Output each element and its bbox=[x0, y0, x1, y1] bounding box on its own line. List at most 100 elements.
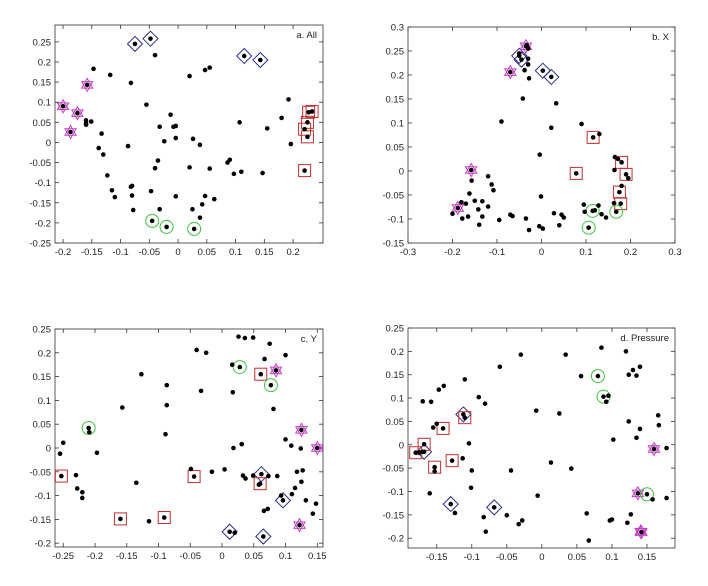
dot-marker bbox=[480, 198, 485, 204]
x-tick-label: -0.15 bbox=[116, 551, 138, 562]
diamond-marker bbox=[236, 47, 253, 65]
dot-marker bbox=[202, 193, 208, 199]
dot-marker bbox=[518, 352, 524, 357]
subplot-title: c. Y bbox=[301, 334, 318, 345]
dot-marker bbox=[618, 201, 624, 206]
circle-marker bbox=[159, 219, 174, 234]
square-marker bbox=[298, 122, 312, 136]
square-marker bbox=[187, 470, 201, 484]
dot-marker bbox=[626, 419, 632, 424]
dot-marker bbox=[525, 56, 531, 61]
dot-marker bbox=[617, 189, 622, 195]
square-marker bbox=[569, 166, 583, 180]
dot-marker bbox=[523, 216, 529, 221]
dot-marker bbox=[230, 390, 236, 395]
square-marker bbox=[586, 130, 600, 144]
x-tick-label: 0.2 bbox=[624, 247, 637, 258]
dot-marker bbox=[595, 373, 601, 379]
dot-marker bbox=[280, 498, 286, 503]
x-tick-label: -0.1 bbox=[489, 247, 505, 258]
square-marker bbox=[300, 115, 314, 129]
y-tick-label: 0.25 bbox=[386, 324, 405, 335]
dot-marker bbox=[582, 209, 587, 215]
dot-marker bbox=[496, 217, 502, 223]
star-marker bbox=[634, 524, 648, 536]
dot-marker bbox=[468, 167, 474, 173]
axes-box bbox=[54, 24, 324, 244]
y-tick-label: 0 bbox=[46, 443, 51, 454]
dot-marker bbox=[168, 112, 173, 117]
dot-marker bbox=[164, 382, 170, 388]
dot-marker bbox=[239, 441, 245, 447]
dot-marker bbox=[133, 480, 139, 486]
dot-marker bbox=[421, 442, 427, 447]
dot-marker bbox=[656, 422, 662, 428]
y-tick-label: -0.1 bbox=[35, 178, 51, 189]
dot-marker bbox=[190, 136, 196, 142]
diamond-marker bbox=[255, 528, 272, 545]
star-marker bbox=[56, 98, 70, 110]
x-tick-label: -0.05 bbox=[138, 247, 160, 258]
dot-marker bbox=[60, 440, 66, 446]
star-marker bbox=[64, 124, 78, 136]
dot-marker bbox=[286, 97, 291, 102]
dot-marker bbox=[432, 464, 437, 470]
x-tick-label: 0.05 bbox=[245, 551, 264, 562]
y-tick-label: -0.2 bbox=[35, 218, 51, 229]
dot-marker bbox=[581, 202, 587, 207]
y-tick-label: 0.15 bbox=[33, 78, 52, 89]
dot-marker bbox=[455, 205, 461, 211]
dot-marker bbox=[601, 394, 606, 399]
dot-marker bbox=[413, 450, 419, 456]
dot-marker bbox=[203, 350, 209, 356]
y-tick-label: -0.15 bbox=[29, 198, 51, 209]
dot-marker bbox=[298, 446, 304, 451]
y-tick-label: 0 bbox=[399, 167, 404, 178]
square-marker bbox=[302, 105, 316, 119]
dot-marker bbox=[309, 109, 315, 114]
x-tick-label: -0.15 bbox=[426, 552, 448, 563]
dot-marker bbox=[173, 123, 179, 129]
dot-marker bbox=[465, 214, 471, 219]
star-marker bbox=[647, 441, 661, 453]
star-marker bbox=[647, 445, 661, 457]
dot-marker bbox=[491, 187, 496, 193]
dot-marker bbox=[302, 168, 307, 173]
dot-marker bbox=[519, 518, 525, 523]
dot-marker bbox=[161, 515, 167, 520]
dot-marker bbox=[105, 173, 110, 178]
dot-marker bbox=[592, 208, 598, 213]
dot-marker bbox=[207, 65, 213, 70]
y-tick-label: 0.1 bbox=[391, 119, 404, 130]
circle-marker bbox=[187, 221, 202, 236]
dot-marker bbox=[548, 460, 554, 465]
dot-marker bbox=[655, 413, 661, 418]
dot-marker bbox=[459, 199, 464, 205]
x-tick-label: -0.05 bbox=[179, 551, 201, 562]
y-tick-label: 0.25 bbox=[386, 47, 405, 58]
y-tick-label: 0.1 bbox=[38, 396, 51, 407]
dot-marker bbox=[258, 371, 264, 377]
dot-marker bbox=[212, 196, 217, 202]
dot-marker bbox=[261, 534, 266, 539]
star-marker bbox=[451, 204, 465, 216]
star-marker bbox=[80, 81, 94, 93]
dot-marker bbox=[274, 473, 280, 479]
dot-marker bbox=[294, 469, 300, 475]
dot-marker bbox=[207, 166, 213, 171]
dot-marker bbox=[57, 451, 63, 457]
dot-marker bbox=[242, 335, 248, 341]
dot-marker bbox=[310, 511, 316, 516]
dot-marker bbox=[202, 67, 208, 73]
diamond-marker bbox=[274, 492, 292, 509]
dot-marker bbox=[526, 227, 532, 233]
star-marker bbox=[70, 105, 84, 117]
dot-marker bbox=[628, 512, 634, 517]
circle-marker bbox=[581, 220, 596, 235]
dot-marker bbox=[462, 415, 468, 420]
dot-marker bbox=[619, 160, 624, 165]
dot-marker bbox=[469, 178, 474, 183]
dot-marker bbox=[173, 135, 179, 141]
x-tick-label: -0.1 bbox=[464, 552, 480, 563]
dot-marker bbox=[590, 135, 596, 140]
